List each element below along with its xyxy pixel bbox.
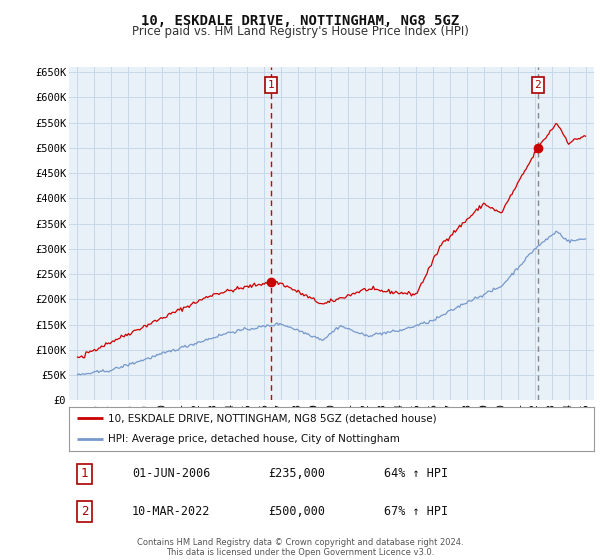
Text: 10-MAR-2022: 10-MAR-2022	[132, 505, 211, 518]
Text: 2: 2	[81, 505, 89, 518]
Text: 2: 2	[535, 80, 541, 90]
Text: Contains HM Land Registry data © Crown copyright and database right 2024.
This d: Contains HM Land Registry data © Crown c…	[137, 538, 463, 557]
Text: HPI: Average price, detached house, City of Nottingham: HPI: Average price, detached house, City…	[109, 433, 400, 444]
Text: 64% ↑ HPI: 64% ↑ HPI	[384, 467, 448, 480]
Text: £500,000: £500,000	[269, 505, 325, 518]
Text: 01-JUN-2006: 01-JUN-2006	[132, 467, 211, 480]
Text: £235,000: £235,000	[269, 467, 325, 480]
Text: 1: 1	[81, 467, 89, 480]
Text: 10, ESKDALE DRIVE, NOTTINGHAM, NG8 5GZ (detached house): 10, ESKDALE DRIVE, NOTTINGHAM, NG8 5GZ (…	[109, 413, 437, 423]
Text: 10, ESKDALE DRIVE, NOTTINGHAM, NG8 5GZ: 10, ESKDALE DRIVE, NOTTINGHAM, NG8 5GZ	[141, 14, 459, 28]
Text: 1: 1	[268, 80, 274, 90]
Text: 67% ↑ HPI: 67% ↑ HPI	[384, 505, 448, 518]
Text: Price paid vs. HM Land Registry's House Price Index (HPI): Price paid vs. HM Land Registry's House …	[131, 25, 469, 38]
